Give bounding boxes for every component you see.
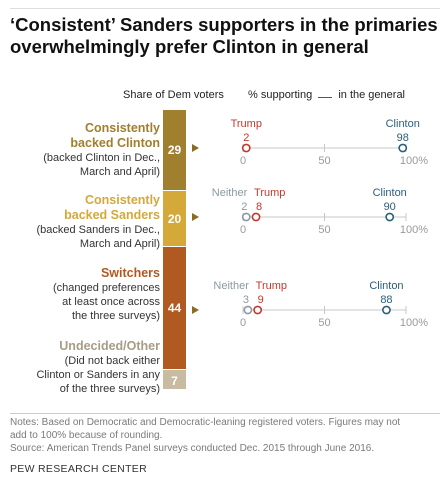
group-desc-clinton-1: (backed Clinton in Dec., xyxy=(43,152,160,164)
supporting-header: % supporting in the general xyxy=(248,89,405,101)
tick-label-consistently-backed-clinton-50: 50 xyxy=(318,155,330,167)
group-desc-undecided-2: Clinton or Sanders in any xyxy=(36,369,160,381)
tick-label-switchers-100: 100% xyxy=(400,317,428,329)
group-desc-switchers-3: the three surveys) xyxy=(71,310,160,322)
group-desc-clinton-2: March and April) xyxy=(79,166,160,178)
tick-label-switchers-0: 0 xyxy=(240,317,246,329)
series-label-consistently-backed-sanders-clinton: Clinton xyxy=(373,187,407,199)
title-rule xyxy=(10,8,440,9)
share-value-clinton: 29 xyxy=(167,143,182,158)
share-value-sanders: 20 xyxy=(167,211,182,226)
blank-line xyxy=(318,97,333,98)
series-label-switchers-trump: Trump xyxy=(256,280,287,292)
dot-consistently-backed-clinton-clinton xyxy=(398,143,408,153)
share-header: Share of Dem voters xyxy=(123,89,224,101)
group-label-sanders: Consistently backed Sanders (backed Sand… xyxy=(36,193,160,251)
group-desc-sanders-1: (backed Sanders in Dec., xyxy=(36,224,160,236)
group-desc-switchers-2: at least once across xyxy=(62,296,160,308)
chart-title: ‘Consistent’ Sanders supporters in the p… xyxy=(10,14,438,57)
value-label-consistently-backed-sanders-trump: 8 xyxy=(256,201,262,213)
series-label-switchers-neither: Neither xyxy=(213,280,249,292)
value-label-switchers-neither: 3 xyxy=(243,294,249,306)
tick-label-switchers-50: 50 xyxy=(318,317,330,329)
value-label-consistently-backed-sanders-clinton: 90 xyxy=(384,201,396,213)
notes-line-2: add to 100% because of rounding. xyxy=(10,430,163,441)
source-line: Source: American Trends Panel surveys co… xyxy=(10,443,375,454)
source-org: PEW RESEARCH CENTER xyxy=(10,463,147,475)
triangle-right-icon-switchers xyxy=(192,306,199,314)
series-label-consistently-backed-sanders-neither: Neither xyxy=(212,187,248,199)
supporting-header-pre: % supporting xyxy=(248,89,313,101)
group-label-clinton: Consistently backed Clinton (backed Clin… xyxy=(43,121,160,179)
value-label-consistently-backed-clinton-trump: 2 xyxy=(243,132,249,144)
supporting-header-post: in the general xyxy=(338,89,406,101)
share-bar-sanders: 20 xyxy=(163,191,186,247)
value-label-consistently-backed-sanders-neither: 2 xyxy=(241,201,247,213)
share-bar-switchers: 44 xyxy=(163,247,186,370)
group-name-clinton-2: backed Clinton xyxy=(70,136,160,150)
group-desc-switchers-1: (changed preferences xyxy=(52,282,160,294)
group-label-undecided: Undecided/Other (Did not back either Cli… xyxy=(36,339,160,396)
dot-switchers-clinton xyxy=(382,305,391,315)
series-label-consistently-backed-sanders-trump: Trump xyxy=(254,187,285,199)
group-name-switchers: Switchers xyxy=(100,266,160,280)
group-name-sanders-1: Consistently xyxy=(84,193,160,207)
group-desc-undecided-1: (Did not back either xyxy=(64,355,160,367)
dot-consistently-backed-clinton-trump xyxy=(241,143,251,153)
footer-rule xyxy=(10,413,440,414)
series-label-consistently-backed-clinton-trump: Trump xyxy=(231,118,262,130)
dot-consistently-backed-sanders-neither xyxy=(241,212,251,222)
triangle-right-icon-consistently-backed-clinton xyxy=(192,144,199,152)
dot-consistently-backed-sanders-clinton xyxy=(385,212,395,222)
value-label-consistently-backed-clinton-clinton: 98 xyxy=(397,132,409,144)
group-label-switchers: Switchers (changed preferences at least … xyxy=(53,266,160,323)
value-label-switchers-clinton: 88 xyxy=(380,294,392,306)
dot-consistently-backed-sanders-trump xyxy=(251,212,261,222)
group-name-sanders-2: backed Sanders xyxy=(64,208,160,222)
share-value-undecided: 7 xyxy=(171,373,178,388)
dot-switchers-trump xyxy=(253,305,263,315)
group-name-undecided: Undecided/Other xyxy=(59,339,160,353)
triangle-right-icon-consistently-backed-sanders xyxy=(192,213,199,221)
series-label-switchers-clinton: Clinton xyxy=(369,280,403,292)
group-name-clinton-1: Consistently xyxy=(84,121,160,135)
tick-label-consistently-backed-clinton-100: 100% xyxy=(400,155,428,167)
series-label-consistently-backed-clinton-clinton: Clinton xyxy=(386,118,420,130)
tick-label-consistently-backed-sanders-0: 0 xyxy=(240,224,246,236)
group-desc-undecided-3: of the three surveys) xyxy=(59,383,160,395)
tick-label-consistently-backed-sanders-50: 50 xyxy=(318,224,330,236)
value-label-switchers-trump: 9 xyxy=(258,294,264,306)
share-value-switchers: 44 xyxy=(167,301,182,316)
dot-switchers-neither xyxy=(243,305,253,315)
tick-label-consistently-backed-sanders-100: 100% xyxy=(400,224,428,236)
share-bar-clinton: 29 xyxy=(163,110,186,191)
tick-label-consistently-backed-clinton-0: 0 xyxy=(240,155,246,167)
group-desc-sanders-2: March and April) xyxy=(79,238,160,250)
share-bar-undecided: 7 xyxy=(163,370,186,389)
notes-line-1: Notes: Based on Democratic and Democrati… xyxy=(10,417,401,428)
